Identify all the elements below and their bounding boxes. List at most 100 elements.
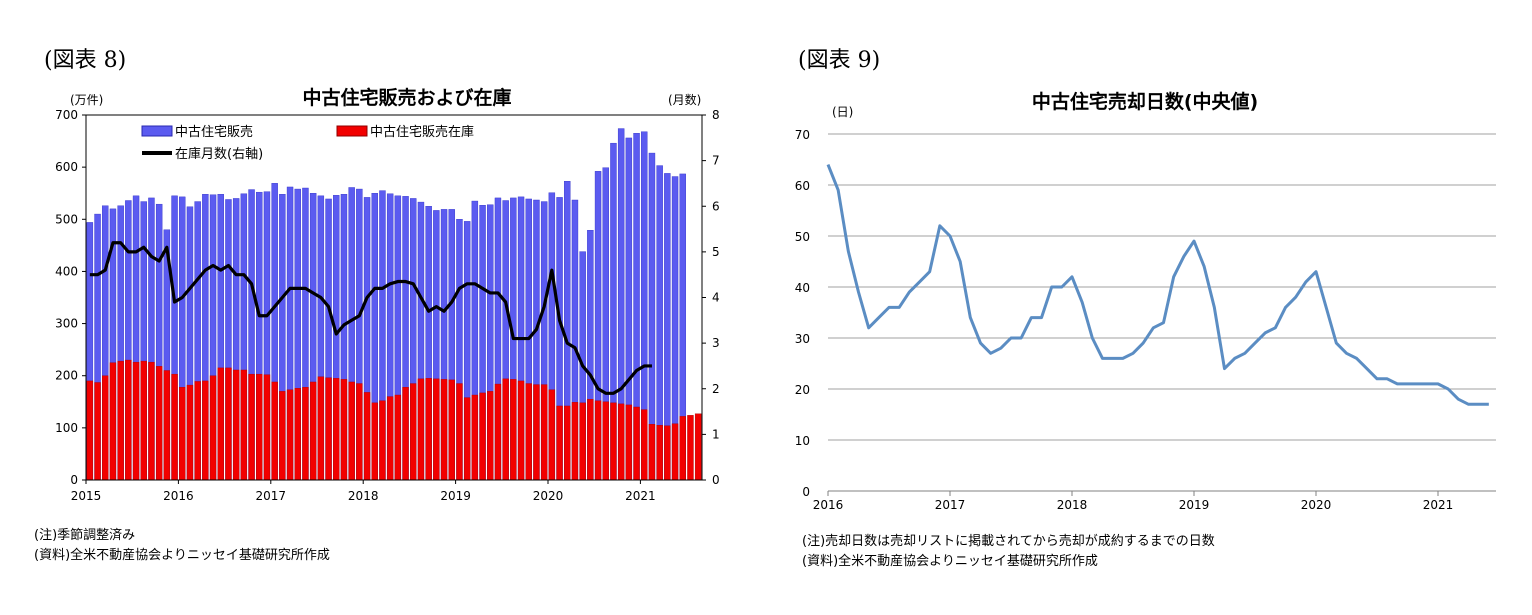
chart-9-note: (注)売却日数は売却リストに掲載されてから売却が成約するまでの日数 <box>802 534 1215 549</box>
inventory-bar <box>186 384 194 481</box>
inventory-bar <box>279 391 286 481</box>
inventory-bar <box>602 401 609 481</box>
inventory-bar <box>648 424 656 481</box>
x-tick-label: 2019 <box>440 489 471 503</box>
inventory-bar <box>679 416 686 481</box>
inventory-bar <box>194 381 201 481</box>
inventory-bar <box>155 366 163 481</box>
x-tick-label: 2020 <box>533 489 564 503</box>
inventory-bar <box>425 378 432 481</box>
inventory-bar <box>263 374 271 481</box>
y-tick-label: 400 <box>55 264 78 278</box>
inventory-bar <box>448 379 455 481</box>
inventory-bar <box>571 402 579 481</box>
inventory-bar <box>487 391 494 481</box>
y2-tick-label: 1 <box>712 427 720 441</box>
chart-9-line-layer <box>826 164 1489 406</box>
inventory-bar <box>271 381 278 481</box>
y2-tick-label: 4 <box>712 291 720 305</box>
inventory-bar <box>471 394 479 481</box>
figure-9-label: (図表 9) <box>798 48 881 73</box>
y-tick-label: 50 <box>795 230 810 244</box>
y-tick-label: 500 <box>55 212 78 226</box>
chart-8-y2label: (月数) <box>668 92 701 107</box>
chart-8-bars <box>86 128 702 481</box>
inventory-bar <box>548 389 556 481</box>
inventory-bar <box>610 402 617 481</box>
months-of-supply-line <box>89 241 652 395</box>
x-tick-label: 2021 <box>625 489 656 503</box>
x-tick-label: 2018 <box>1057 498 1088 512</box>
x-tick-label: 2018 <box>348 489 379 503</box>
inventory-bar <box>363 392 371 481</box>
y-tick-label: 30 <box>795 332 810 346</box>
inventory-bar <box>348 381 355 481</box>
inventory-bar <box>217 367 224 481</box>
inventory-bar <box>240 369 248 481</box>
y-tick-label: 600 <box>55 160 78 174</box>
chart-8-title: 中古住宅販売および在庫 <box>302 86 511 109</box>
y-tick-label: 0 <box>70 473 78 487</box>
inventory-bar <box>286 389 294 481</box>
legend-sales-label: 中古住宅販売 <box>175 124 253 140</box>
x-tick-label: 2015 <box>71 489 102 503</box>
inventory-bar <box>379 400 386 481</box>
inventory-bar <box>202 380 209 481</box>
inventory-bar <box>579 402 586 481</box>
inventory-bar <box>394 394 402 481</box>
inventory-bar <box>356 383 363 481</box>
inventory-bar <box>587 398 594 481</box>
chart-9-axes: 0 10 20 30 40 50 60 70 2016 2017 2018 2019 2020 2021 <box>795 128 1496 512</box>
inventory-bar <box>309 381 317 481</box>
inventory-bar <box>433 378 440 481</box>
chart-8-note: (注)季節調整済み <box>34 528 136 543</box>
inventory-bar <box>294 388 301 481</box>
inventory-bar <box>94 382 101 481</box>
inventory-bar <box>664 425 671 481</box>
y2-tick-label: 0 <box>712 473 720 487</box>
y2-tick-label: 8 <box>712 108 720 122</box>
inventory-bar <box>86 380 94 481</box>
inventory-bar <box>417 378 425 481</box>
chart-8-ylabel: (万件) <box>70 93 103 107</box>
legend-inventory-swatch <box>336 125 368 137</box>
x-tick-label: 2016 <box>163 489 194 503</box>
inventory-bar <box>179 386 186 481</box>
figure-8-label: (図表 8) <box>44 48 127 73</box>
inventory-bar <box>617 403 625 481</box>
legend-inventory-label: 中古住宅販売在庫 <box>370 124 474 140</box>
days-on-market-line <box>826 164 1489 406</box>
inventory-bar <box>317 376 325 481</box>
figure-9: (図表 9) 0 10 20 30 40 50 60 70 2016 2017 2018 2019 20… <box>760 0 1532 615</box>
inventory-bar <box>540 384 548 481</box>
inventory-bar <box>594 400 602 481</box>
legend-sales-swatch <box>141 125 173 137</box>
inventory-bar <box>525 383 532 481</box>
chart-9-title: 中古住宅売却日数(中央値) <box>1032 90 1258 113</box>
y-tick-label: 100 <box>55 421 78 435</box>
x-tick-label: 2017 <box>256 489 287 503</box>
x-tick-label: 2020 <box>1301 498 1332 512</box>
inventory-bar <box>625 404 633 481</box>
chart-8-axes: 0 100 200 300 400 500 600 700 0 1 2 3 4 5 6 7 8 2015 2016 2… <box>55 108 720 503</box>
y2-tick-label: 2 <box>712 382 720 396</box>
inventory-bar <box>564 405 571 481</box>
inventory-bar <box>671 423 679 481</box>
y2-tick-label: 5 <box>712 245 720 259</box>
inventory-bar <box>479 392 486 481</box>
inventory-bar <box>333 378 340 481</box>
inventory-bar <box>256 373 263 481</box>
inventory-bar <box>456 383 463 481</box>
y-tick-label: 60 <box>795 179 810 193</box>
inventory-bar <box>302 386 309 481</box>
chart-9-gridlines <box>828 133 1496 441</box>
inventory-bar <box>125 359 132 481</box>
inventory-bar <box>148 361 155 481</box>
inventory-bar <box>209 375 217 481</box>
inventory-bar <box>641 409 648 481</box>
inventory-bar <box>163 370 171 481</box>
y2-tick-label: 7 <box>712 154 720 168</box>
inventory-bar <box>340 379 348 481</box>
inventory-bar <box>517 380 525 481</box>
